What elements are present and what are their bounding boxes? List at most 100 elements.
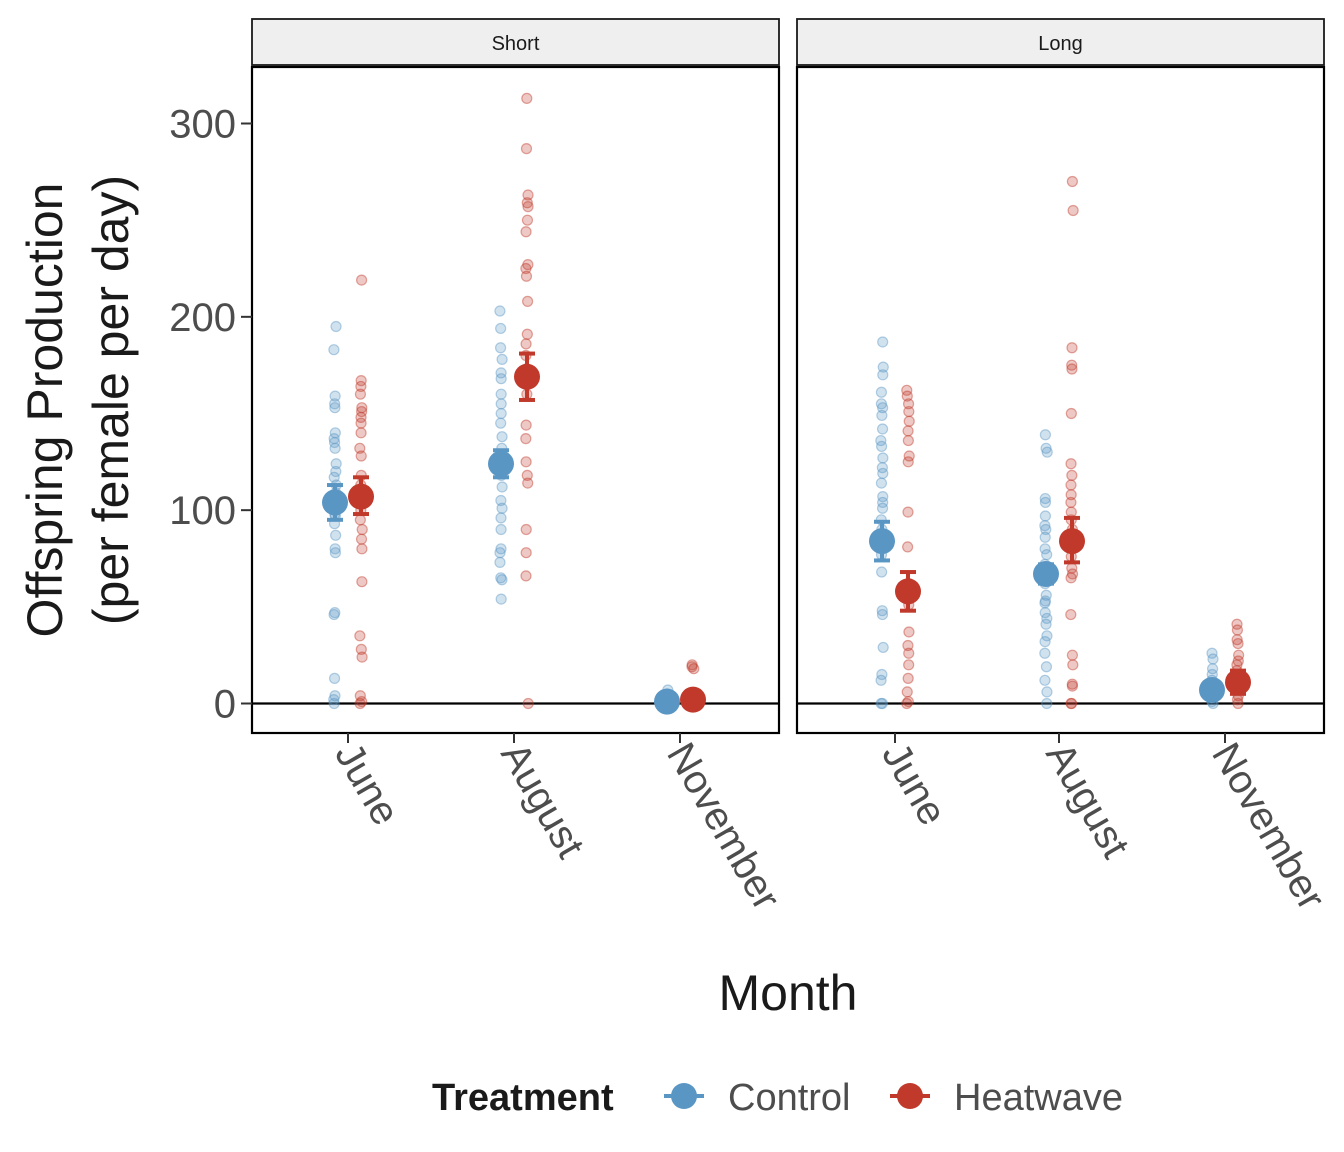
raw-point xyxy=(521,214,534,226)
raw-point xyxy=(494,556,506,568)
panel-long: Long June August November xyxy=(795,18,1334,917)
raw-point xyxy=(520,143,533,155)
raw-point xyxy=(1039,492,1051,505)
raw-point xyxy=(522,201,534,213)
raw-point xyxy=(495,398,507,410)
raw-point xyxy=(495,494,507,507)
raw-point xyxy=(520,433,532,445)
raw-point xyxy=(876,502,889,514)
panel-border xyxy=(250,65,781,735)
mean-point xyxy=(654,688,680,715)
raw-point xyxy=(521,328,533,340)
raw-point xyxy=(1066,363,1078,375)
raw-point xyxy=(354,442,366,454)
y-tick-label: 200 xyxy=(169,296,236,340)
raw-point xyxy=(1039,496,1052,509)
legend-item-control: Control xyxy=(664,1077,851,1119)
y-axis-title-line2: (per female per day) xyxy=(83,175,139,625)
raw-point xyxy=(876,409,888,422)
raw-point xyxy=(876,440,888,452)
raw-point xyxy=(330,465,342,478)
x-tick-label: August xyxy=(1037,736,1137,866)
raw-point xyxy=(495,407,507,420)
facet-strip xyxy=(251,18,780,66)
y-tick-label: 0 xyxy=(214,683,236,727)
raw-point xyxy=(355,533,368,545)
y-tick-label: 300 xyxy=(169,103,236,147)
raw-point xyxy=(356,402,368,414)
raw-point xyxy=(876,423,889,435)
raw-point xyxy=(902,434,914,447)
x-tick-label: June xyxy=(326,736,407,833)
raw-point xyxy=(354,514,366,526)
raw-point xyxy=(1065,479,1077,491)
raw-point xyxy=(1065,496,1077,509)
raw-point xyxy=(328,672,341,684)
raw-point xyxy=(877,452,889,464)
raw-point xyxy=(522,697,534,710)
raw-point xyxy=(1067,659,1079,671)
raw-point xyxy=(1066,469,1078,481)
raw-point xyxy=(902,398,915,410)
y-axis: 0 100 200 300 xyxy=(169,103,252,727)
raw-point xyxy=(902,639,914,652)
raw-point xyxy=(1232,697,1244,710)
raw-point xyxy=(875,674,887,686)
raw-point xyxy=(1066,678,1078,690)
raw-point xyxy=(875,697,887,710)
raw-point xyxy=(356,523,368,536)
raw-point xyxy=(520,270,533,282)
raw-point xyxy=(903,415,915,427)
legend-item-heatwave: Heatwave xyxy=(890,1077,1123,1119)
raw-point xyxy=(901,384,913,396)
raw-point xyxy=(328,471,340,483)
raw-point xyxy=(495,543,507,555)
raw-point xyxy=(876,566,888,578)
raw-point xyxy=(1039,597,1051,609)
raw-point xyxy=(356,274,368,286)
raw-point xyxy=(355,450,367,462)
raw-point xyxy=(521,469,533,481)
raw-point xyxy=(876,605,888,617)
raw-point xyxy=(1039,636,1051,648)
x-tick-label: November xyxy=(658,736,788,918)
raw-point xyxy=(1039,674,1051,686)
raw-point xyxy=(328,433,340,445)
raw-point xyxy=(494,305,506,317)
raw-point xyxy=(901,686,913,698)
raw-point xyxy=(877,491,889,503)
raw-point xyxy=(355,380,367,393)
raw-point xyxy=(520,419,532,431)
raw-point xyxy=(329,607,341,619)
panels-layer: Short June August November Long June August Nov… xyxy=(250,18,1334,918)
x-tick-label: June xyxy=(873,736,954,833)
raw-point xyxy=(329,390,341,402)
raw-point xyxy=(1066,697,1078,710)
raw-point xyxy=(1066,175,1078,188)
legend-key-dot xyxy=(897,1083,923,1109)
raw-point xyxy=(520,570,532,582)
raw-point xyxy=(902,425,914,437)
raw-point xyxy=(330,458,342,470)
raw-point xyxy=(356,576,368,588)
raw-point xyxy=(1041,549,1053,561)
raw-point xyxy=(686,659,698,671)
legend-label: Control xyxy=(728,1077,851,1119)
raw-point xyxy=(356,405,368,418)
raw-point xyxy=(902,672,914,684)
raw-point xyxy=(329,690,341,702)
raw-point xyxy=(1231,618,1243,630)
raw-point xyxy=(356,651,368,663)
raw-point xyxy=(356,695,368,708)
raw-point xyxy=(876,462,888,474)
raw-point xyxy=(877,336,889,348)
raw-point xyxy=(1066,342,1078,354)
raw-point xyxy=(1039,520,1051,532)
raw-point xyxy=(496,353,508,365)
facet-label: Short xyxy=(492,33,540,55)
legend: Treatment Control Heatwave xyxy=(432,1077,1123,1119)
raw-point xyxy=(329,543,341,555)
raw-point xyxy=(329,427,341,439)
raw-point xyxy=(522,477,534,489)
raw-point xyxy=(1231,634,1243,646)
